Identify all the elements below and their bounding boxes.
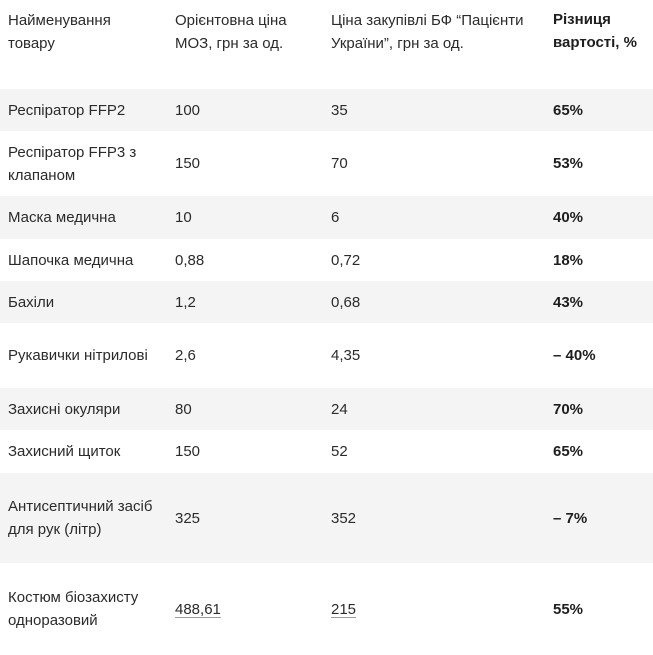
table-row: Маска медична 10 6 40% <box>0 196 653 239</box>
fund-price[interactable]: 215 <box>331 600 357 618</box>
table-row: Антисептичний засіб для рук (літр) 325 3… <box>0 473 653 563</box>
price-difference: – 40% <box>553 347 596 364</box>
moz-price-cell: 488,61 <box>167 598 323 621</box>
fund-price: 70 <box>331 155 348 172</box>
moz-price: 150 <box>175 443 201 460</box>
moz-price: 2,6 <box>175 347 196 364</box>
fund-price: 35 <box>331 101 348 119</box>
product-name: Маска медична <box>8 209 116 226</box>
fund-price: 0,72 <box>331 251 361 269</box>
table-row: Рукавички нітрилові 2,6 4,35 – 40% <box>0 323 653 388</box>
moz-price: 325 <box>175 509 201 527</box>
fund-price: 24 <box>331 400 348 418</box>
table-row: Захисні окуляри 80 24 70% <box>0 388 653 430</box>
price-difference: 55% <box>553 600 584 618</box>
fund-price: 52 <box>331 443 348 460</box>
table-row: Респіратор FFP2 100 35 65% <box>0 89 653 131</box>
fund-price: 6 <box>331 209 340 226</box>
table-row: Захисний щиток 150 52 65% <box>0 430 653 473</box>
fund-price: 352 <box>331 509 357 527</box>
price-difference: 43% <box>553 293 584 311</box>
price-difference: – 7% <box>553 509 588 527</box>
header-fund-price: Ціна закупівлі БФ “Пацієнти України”, гр… <box>331 12 524 52</box>
price-difference: 65% <box>553 443 584 460</box>
product-name: Рукавички нітрилові <box>8 347 148 364</box>
table-row: Бахіли 1,2 0,68 43% <box>0 281 653 323</box>
header-product-name: Найменування товару <box>8 12 111 52</box>
product-name: Антисептичний засіб для рук (літр) <box>8 498 153 538</box>
moz-price: 100 <box>175 101 201 119</box>
product-name: Респіратор FFP2 <box>8 101 126 119</box>
product-name: Захисні окуляри <box>8 400 121 418</box>
price-difference: 65% <box>553 101 584 119</box>
fund-price-cell: 215 <box>323 598 545 621</box>
table-row: Респіратор FFP3 з клапаном 150 70 53% <box>0 131 653 196</box>
fund-price: 0,68 <box>331 293 361 311</box>
moz-price: 1,2 <box>175 293 196 311</box>
price-difference: 53% <box>553 155 584 172</box>
product-name: Респіратор FFP3 з клапаном <box>8 143 137 184</box>
price-difference: 40% <box>553 209 584 226</box>
moz-price[interactable]: 488,61 <box>175 600 221 618</box>
product-name: Костюм біозахисту одноразовий <box>8 589 139 629</box>
product-name: Захисний щиток <box>8 443 121 460</box>
price-difference: 18% <box>553 251 584 269</box>
product-name: Бахіли <box>8 293 55 311</box>
moz-price: 10 <box>175 209 192 226</box>
product-name: Шапочка медична <box>8 251 134 269</box>
header-price-difference: Різниця вартості, % <box>553 11 637 51</box>
price-difference: 70% <box>553 400 584 418</box>
table-row: Шапочка медична 0,88 0,72 18% <box>0 239 653 281</box>
table-header-row: Найменування товару Орієнтовна ціна МОЗ,… <box>0 0 653 89</box>
moz-price: 150 <box>175 155 201 172</box>
header-moz-price: Орієнтовна ціна МОЗ, грн за од. <box>175 12 287 52</box>
table-row: Костюм біозахисту одноразовий 488,61 215… <box>0 563 653 655</box>
moz-price: 80 <box>175 400 192 418</box>
fund-price: 4,35 <box>331 347 361 364</box>
moz-price: 0,88 <box>175 251 205 269</box>
